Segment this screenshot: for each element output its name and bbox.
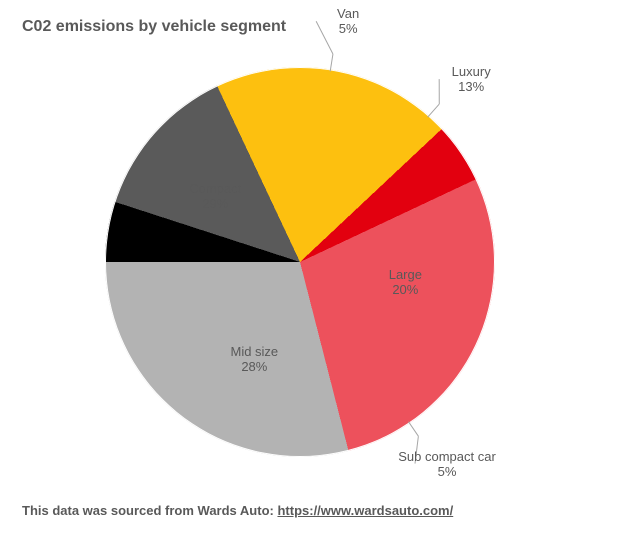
slice-pct: 28% xyxy=(230,359,278,374)
slice-name: Mid size xyxy=(230,344,278,359)
slice-label-compact: Compact 29% xyxy=(189,181,241,211)
slice-label-luxury: Luxury 13% xyxy=(452,64,491,94)
slice-pct: 29% xyxy=(189,196,241,211)
source-prefix: This data was sourced from Wards Auto: xyxy=(22,503,277,518)
slice-pct: 5% xyxy=(398,464,496,479)
source-attribution: This data was sourced from Wards Auto: h… xyxy=(22,503,453,518)
slice-name: Luxury xyxy=(452,64,491,79)
slice-pct: 20% xyxy=(389,282,422,297)
chart-title: C02 emissions by vehicle segment xyxy=(22,18,286,36)
slice-label-subcompact: Sub compact car 5% xyxy=(398,449,496,479)
slice-label-midsize: Mid size 28% xyxy=(230,344,278,374)
chart-container: C02 emissions by vehicle segment Van 5% … xyxy=(0,0,625,538)
slice-pct: 13% xyxy=(452,79,491,94)
slice-label-large: Large 20% xyxy=(389,267,422,297)
slice-pct: 5% xyxy=(337,21,359,36)
slice-label-van: Van 5% xyxy=(337,6,359,36)
slice-name: Compact xyxy=(189,181,241,196)
slice-name: Van xyxy=(337,6,359,21)
pie-chart xyxy=(105,67,495,457)
source-link[interactable]: https://www.wardsauto.com/ xyxy=(277,503,453,518)
slice-name: Sub compact car xyxy=(398,449,496,464)
slice-name: Large xyxy=(389,267,422,282)
